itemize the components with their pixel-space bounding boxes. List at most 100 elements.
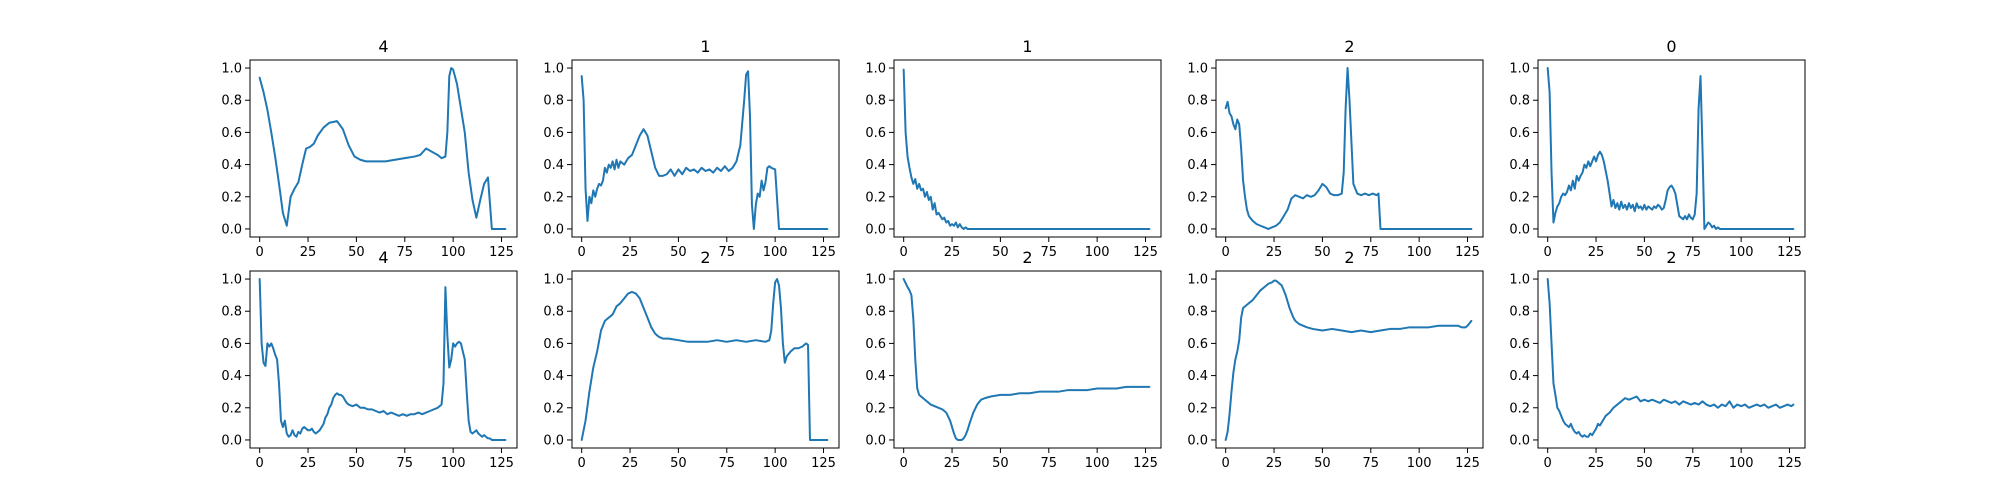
panel-title: 1 — [1022, 37, 1032, 56]
series-line — [258, 278, 507, 441]
panel-title: 2 — [1666, 248, 1676, 267]
x-tick-label: 50 — [670, 245, 687, 260]
x-tick-label: 50 — [670, 456, 687, 471]
x-tick-label: 75 — [719, 456, 736, 471]
x-tick-label: 50 — [1314, 245, 1331, 260]
series-line — [1546, 278, 1795, 438]
x-tick-label: 25 — [300, 456, 317, 471]
y-tick-label: 0.4 — [1509, 369, 1530, 384]
y-tick-label: 0.4 — [543, 369, 564, 384]
y-tick-label: 0.0 — [865, 222, 886, 237]
x-tick-label: 25 — [1266, 245, 1283, 260]
y-tick-label: 0.0 — [543, 222, 564, 237]
panel-title: 2 — [1344, 37, 1354, 56]
y-tick-label: 0.2 — [865, 190, 886, 205]
y-tick-label: 1.0 — [221, 62, 242, 77]
y-tick-label: 1.0 — [221, 273, 242, 288]
y-tick-label: 0.6 — [865, 126, 886, 141]
panel-title: 2 — [1344, 248, 1354, 267]
y-tick-label: 0.6 — [221, 126, 242, 141]
x-tick-label: 0 — [256, 245, 264, 260]
y-tick-label: 0.6 — [1187, 337, 1208, 352]
series-line — [902, 68, 1151, 230]
y-tick-label: 0.2 — [221, 401, 242, 416]
series-line — [1224, 67, 1473, 230]
y-tick-label: 0.8 — [221, 305, 242, 320]
x-tick-label: 0 — [1544, 456, 1552, 471]
y-tick-label: 0.4 — [865, 158, 886, 173]
y-tick-label: 0.6 — [1509, 337, 1530, 352]
panel-title: 2 — [1022, 248, 1032, 267]
y-tick-label: 0.2 — [543, 401, 564, 416]
y-tick-label: 0.0 — [543, 433, 564, 448]
y-tick-label: 0.8 — [543, 94, 564, 109]
x-tick-label: 125 — [1777, 245, 1802, 260]
x-tick-label: 125 — [811, 245, 836, 260]
chart-panel-5: 0 0.0 0.2 0.4 0.6 0.8 1.0 0 25 50 75 100 125 — [1509, 37, 1806, 260]
chart-panel-2: 1 0.0 0.2 0.4 0.6 0.8 1.0 0 25 50 75 100 125 — [543, 37, 840, 260]
y-tick-label: 0.2 — [1187, 190, 1208, 205]
x-tick-label: 100 — [1085, 245, 1110, 260]
y-tick-label: 0.2 — [221, 190, 242, 205]
y-tick-label: 0.2 — [1509, 190, 1530, 205]
plot-frame — [1215, 270, 1484, 449]
series-line — [258, 67, 507, 230]
y-tick-label: 1.0 — [1187, 62, 1208, 77]
y-tick-label: 0.8 — [1509, 94, 1530, 109]
y-tick-label: 0.4 — [1187, 369, 1208, 384]
y-tick-label: 0.6 — [1509, 126, 1530, 141]
chart-panel-7: 2 0.0 0.2 0.4 0.6 0.8 1.0 0 25 50 75 100 125 — [543, 248, 840, 471]
x-tick-label: 75 — [1041, 456, 1058, 471]
y-tick-label: 0.4 — [1509, 158, 1530, 173]
x-tick-label: 25 — [1588, 456, 1605, 471]
y-tick-label: 1.0 — [865, 62, 886, 77]
y-tick-label: 0.4 — [865, 369, 886, 384]
x-tick-label: 50 — [1636, 245, 1653, 260]
chart-panel-8: 2 0.0 0.2 0.4 0.6 0.8 1.0 0 25 50 75 100 125 — [865, 248, 1162, 471]
plot-frame — [249, 270, 518, 449]
x-tick-label: 25 — [300, 245, 317, 260]
x-tick-label: 100 — [441, 456, 466, 471]
y-tick-label: 0.8 — [221, 94, 242, 109]
chart-panel-4: 2 0.0 0.2 0.4 0.6 0.8 1.0 0 25 50 75 100 125 — [1187, 37, 1484, 260]
y-tick-label: 0.4 — [1187, 158, 1208, 173]
x-tick-label: 100 — [763, 456, 788, 471]
y-tick-label: 0.2 — [865, 401, 886, 416]
x-tick-label: 50 — [348, 245, 365, 260]
x-tick-label: 0 — [578, 456, 586, 471]
y-tick-label: 0.8 — [1509, 305, 1530, 320]
y-tick-label: 1.0 — [543, 273, 564, 288]
y-tick-label: 1.0 — [1509, 62, 1530, 77]
plot-frame — [893, 270, 1162, 449]
x-tick-label: 25 — [622, 456, 639, 471]
x-tick-label: 125 — [1133, 456, 1158, 471]
y-tick-label: 1.0 — [1187, 273, 1208, 288]
y-tick-label: 0.0 — [865, 433, 886, 448]
x-tick-label: 100 — [1729, 245, 1754, 260]
y-tick-label: 0.0 — [1509, 433, 1530, 448]
x-tick-label: 50 — [1314, 456, 1331, 471]
y-tick-label: 1.0 — [543, 62, 564, 77]
x-tick-label: 100 — [1407, 456, 1432, 471]
y-tick-label: 0.6 — [543, 337, 564, 352]
y-tick-label: 0.2 — [543, 190, 564, 205]
x-tick-label: 50 — [1636, 456, 1653, 471]
x-tick-label: 50 — [992, 456, 1009, 471]
series-line — [1224, 279, 1473, 441]
series-line — [902, 278, 1151, 441]
x-tick-label: 100 — [1085, 456, 1110, 471]
x-tick-label: 75 — [1685, 245, 1702, 260]
x-tick-label: 50 — [348, 456, 365, 471]
plot-frame — [571, 59, 840, 238]
y-tick-label: 0.4 — [221, 158, 242, 173]
series-line — [1546, 67, 1795, 230]
y-tick-label: 1.0 — [1509, 273, 1530, 288]
panel-title: 2 — [700, 248, 710, 267]
x-tick-label: 100 — [1407, 245, 1432, 260]
plot-frame — [571, 270, 840, 449]
y-tick-label: 0.2 — [1509, 401, 1530, 416]
y-tick-label: 0.0 — [1187, 222, 1208, 237]
x-tick-label: 125 — [811, 456, 836, 471]
